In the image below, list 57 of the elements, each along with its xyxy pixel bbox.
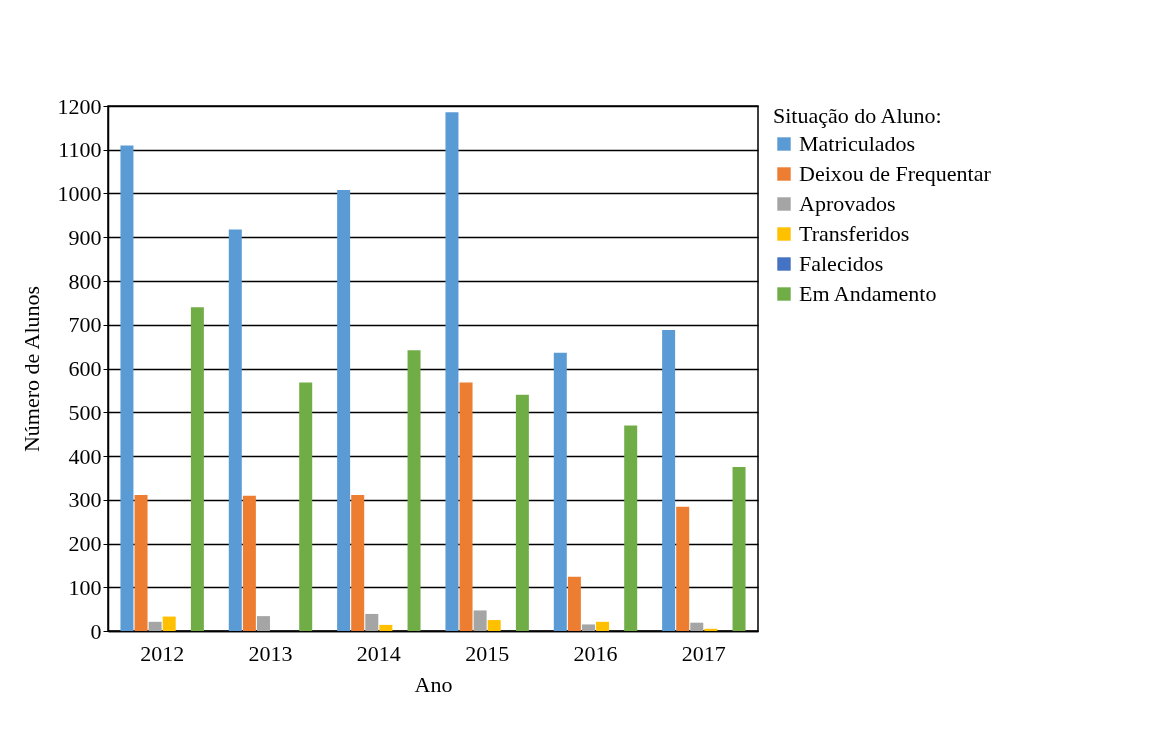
- y-tick-label: 0: [90, 618, 102, 644]
- y-tick-label: 1200: [57, 93, 102, 119]
- bar: [581, 624, 595, 631]
- x-tick-label: 2017: [681, 640, 726, 666]
- legend-label: Falecidos: [799, 251, 884, 276]
- bar: [379, 624, 393, 631]
- legend-label: Transferidos: [799, 221, 910, 246]
- x-tick-label: 2015: [465, 640, 510, 666]
- y-tick-label: 400: [68, 443, 102, 469]
- bar: [624, 425, 638, 631]
- bar: [162, 616, 176, 631]
- y-tick-label: 700: [68, 312, 102, 338]
- x-axis-title: Ano: [414, 671, 453, 697]
- bar: [473, 610, 487, 631]
- bar: [148, 621, 162, 631]
- bar: [459, 382, 473, 631]
- y-tick-label: 500: [68, 399, 102, 425]
- bar: [662, 330, 676, 631]
- bar: [445, 112, 459, 631]
- bar: [256, 616, 270, 631]
- bar: [190, 307, 204, 631]
- y-tick-label: 600: [68, 356, 102, 381]
- legend-title: Situação do Aluno:: [773, 103, 942, 128]
- bar: [596, 621, 610, 631]
- x-tick-label: 2016: [573, 640, 618, 666]
- legend-label: Matriculados: [799, 131, 916, 156]
- x-tick-label: 2013: [248, 640, 293, 666]
- bar: [337, 190, 351, 631]
- y-tick-label: 100: [68, 574, 102, 600]
- y-tick-label: 200: [68, 531, 102, 556]
- bar: [690, 622, 704, 631]
- y-axis-title: Número de Alunos: [18, 285, 44, 453]
- bar: [120, 145, 134, 631]
- y-tick-label: 900: [68, 224, 102, 250]
- bar: [553, 352, 567, 631]
- legend-label: Em Andamento: [799, 281, 937, 306]
- legend-label: Deixou de Frequentar: [799, 161, 992, 186]
- legend-label: Aprovados: [799, 191, 896, 216]
- y-tick-label: 1100: [58, 137, 102, 163]
- x-tick-label: 2012: [140, 640, 185, 666]
- bar: [365, 613, 379, 631]
- bar: [242, 495, 256, 631]
- y-tick-label: 300: [68, 487, 102, 513]
- bar: [732, 466, 746, 631]
- bar: [299, 382, 313, 631]
- bar: [704, 628, 718, 631]
- bar: [351, 494, 365, 631]
- bar: [487, 620, 501, 631]
- y-tick-label: 1000: [57, 181, 102, 206]
- y-tick-label: 800: [68, 268, 102, 294]
- bar: [515, 394, 529, 631]
- bar: [676, 506, 690, 631]
- bar: [134, 494, 148, 631]
- bar: [567, 576, 581, 631]
- x-tick-label: 2014: [356, 640, 401, 666]
- bar: [407, 350, 421, 631]
- bar: [228, 229, 242, 631]
